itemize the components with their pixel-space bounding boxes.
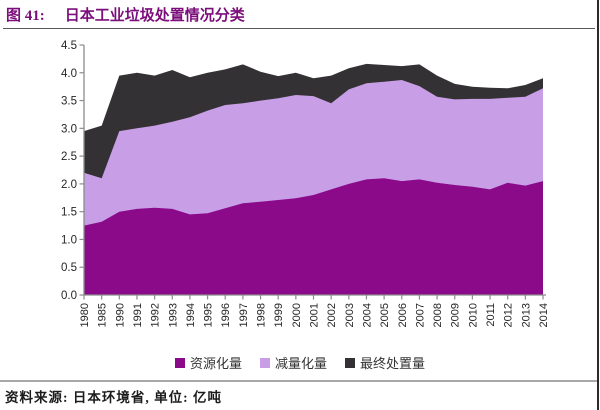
x-tick-label: 2002 — [326, 303, 338, 327]
x-tick-label: 2010 — [467, 303, 479, 327]
chart-legend: 资源化量 减量化量 最终处置量 — [60, 353, 540, 372]
y-tick-label: 1.5 — [61, 207, 77, 219]
x-tick-label: 2004 — [361, 303, 373, 327]
y-tick-label: 0.0 — [61, 290, 77, 302]
legend-item-final-disposal: 最终处置量 — [345, 353, 425, 372]
x-tick-label: 1991 — [132, 303, 144, 327]
x-tick-label: 2013 — [520, 303, 532, 327]
x-tick-label: 1996 — [220, 303, 232, 327]
y-tick-label: 2.5 — [61, 151, 77, 163]
title-bar: 图 41: 日本工业垃圾处置情况分类 — [6, 4, 245, 25]
x-tick-label: 2011 — [485, 303, 497, 327]
x-tick-label: 1995 — [203, 303, 215, 327]
x-tick-label: 2001 — [309, 303, 321, 327]
x-tick-label: 1990 — [114, 303, 126, 327]
y-tick-label: 4.5 — [61, 40, 77, 52]
x-tick-label: 2014 — [538, 303, 550, 327]
x-tick-label: 2008 — [432, 303, 444, 327]
legend-item-reduction: 减量化量 — [259, 353, 327, 372]
x-tick-label: 1993 — [167, 303, 179, 327]
area-资源化量 — [84, 178, 543, 295]
x-tick-label: 2012 — [503, 303, 515, 327]
x-tick-label: 1980 — [79, 303, 91, 327]
page-right-border — [597, 0, 599, 410]
y-tick-label: 0.5 — [61, 262, 77, 274]
x-tick-label: 2000 — [291, 303, 303, 327]
legend-label: 减量化量 — [274, 356, 327, 371]
footer-divider — [0, 380, 597, 382]
x-tick-label: 1997 — [238, 303, 250, 327]
reduction-swatch-icon — [259, 357, 270, 368]
resource-swatch-icon — [174, 357, 185, 368]
legend-item-resource: 资源化量 — [174, 353, 242, 372]
legend-label: 资源化量 — [189, 356, 242, 371]
x-tick-label: 1999 — [273, 303, 285, 327]
title-divider — [3, 28, 595, 29]
x-tick-label: 1992 — [150, 303, 162, 327]
y-tick-label: 4.0 — [61, 68, 77, 80]
y-tick-label: 2.0 — [61, 179, 77, 191]
x-tick-label: 2006 — [397, 303, 409, 327]
y-tick-label: 3.5 — [61, 96, 77, 108]
x-tick-label: 1985 — [97, 303, 109, 327]
legend-label: 最终处置量 — [360, 356, 426, 371]
x-tick-label: 2007 — [414, 303, 426, 327]
x-tick-label: 2005 — [379, 303, 391, 327]
x-tick-label: 1998 — [256, 303, 268, 327]
x-tick-label: 2009 — [450, 303, 462, 327]
figure-label: 图 41: — [6, 8, 45, 24]
final-disposal-swatch-icon — [345, 357, 355, 368]
page-title: 日本工业垃圾处置情况分类 — [64, 8, 245, 24]
y-tick-label: 1.0 — [61, 234, 77, 246]
y-tick-label: 3.0 — [61, 123, 77, 135]
x-tick-label: 1994 — [185, 303, 197, 327]
source-note: 资料来源: 日本环境省, 单位: 亿吨 — [5, 390, 222, 405]
x-tick-label: 2003 — [344, 303, 356, 327]
